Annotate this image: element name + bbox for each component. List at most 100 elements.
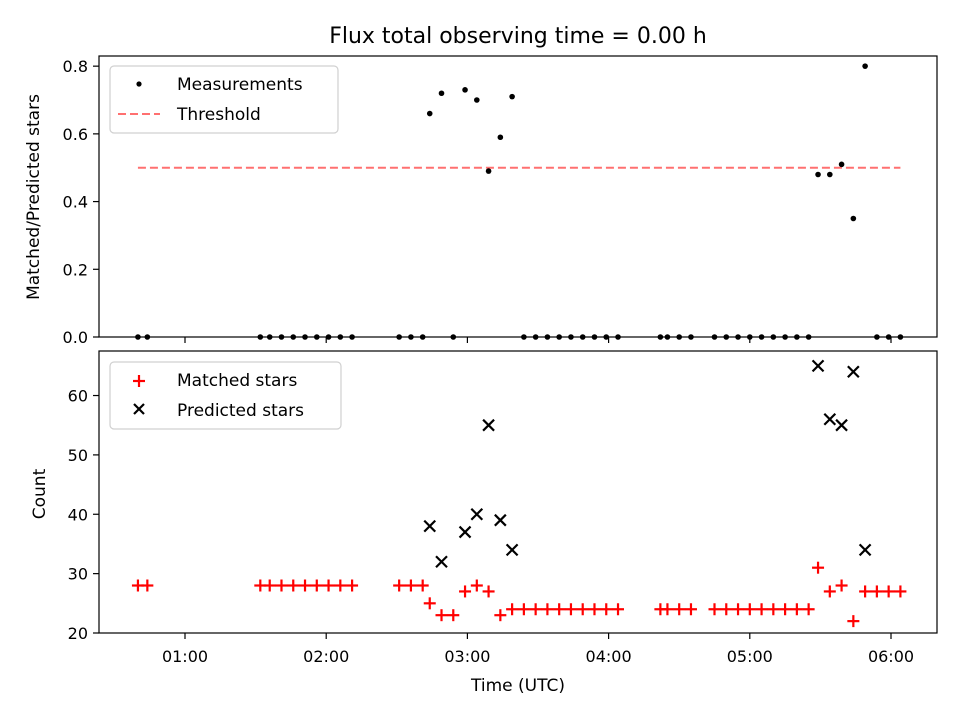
predicted-star-point [505,543,519,557]
predicted-star-point [811,359,825,373]
matched-star-point [435,609,448,622]
top-legend: Measurements Threshold [109,65,339,134]
matched-star-point [423,597,436,610]
matched-star-point [859,585,872,598]
measurement-point [462,87,468,93]
bottom-y-axis-label: Count [30,468,50,519]
matched-star-point [720,603,733,616]
predicted-star-point [482,418,495,432]
x-tick-label: 06:00 [868,647,914,666]
matched-star-point [310,579,323,592]
measurement-point [485,168,492,174]
matched-star-point [600,603,613,616]
legend-predicted-label: Predicted stars [177,401,304,421]
measurement-point [509,93,515,100]
matched-star-point [743,603,756,616]
matched-star-point [275,579,288,592]
matched-star-point [732,603,745,616]
matched-star-point [393,579,406,592]
legend-matched-marker [133,375,145,387]
measurement-point [827,171,833,178]
predicted-star-point [494,513,507,527]
x-tick-label: 02:00 [303,647,349,666]
matched-star-point [416,579,429,592]
matched-star-point [790,603,803,616]
matched-star-point [576,603,589,616]
x-tick-label: 05:00 [727,647,773,666]
matched-star-point [661,603,674,616]
predicted-star-point [847,365,860,379]
top-y-tick-label: 0.6 [63,125,88,144]
predicted-star-point [835,418,848,432]
bottom-legend: Matched stars Predicted stars [109,361,342,430]
measurement-point [850,215,857,222]
matched-star-point [447,609,460,622]
matched-star-point [802,603,815,616]
matched-star-point [141,579,154,592]
top-panel: 0.00.20.40.60.8 Matched/Predicted stars … [24,55,938,347]
x-tick-label: 03:00 [444,647,490,666]
matched-star-point [673,603,686,616]
chart-title: Flux total observing time = 0.00 h [329,24,707,49]
matched-star-point [835,579,848,592]
matched-star-point [299,579,312,592]
matched-star-point [517,603,530,616]
predicted-star-point [458,525,472,539]
legend-threshold-label: Threshold [176,105,261,125]
measurement-point [862,63,868,69]
legend-predicted-marker [133,403,145,415]
bottom-y-tick-label: 40 [68,505,88,524]
matched-star-point [564,603,577,616]
bottom-y-tick-label: 60 [68,387,88,406]
matched-star-point [755,603,768,616]
top-y-axis-label: Matched/Predicted stars [24,94,44,300]
predicted-star-point [435,555,448,569]
predicted-star-point [858,543,872,557]
legend-measurements-marker [136,81,142,87]
measurement-point [497,134,504,141]
matched-star-point [482,585,495,598]
matched-star-point [847,615,860,628]
matched-star-point [779,603,792,616]
matched-star-point [588,603,601,616]
matched-star-point [346,579,359,592]
x-tick-label: 04:00 [586,647,632,666]
measurement-point [815,171,821,178]
bottom-plot-frame [98,350,938,634]
bottom-y-tick-label: 20 [68,624,88,643]
top-plot-frame [98,55,938,338]
matched-star-point [459,585,472,598]
matched-star-point [708,603,721,616]
matched-star-point [894,585,907,598]
matched-star-point [684,603,697,616]
matched-star-point [287,579,300,592]
measurement-point [838,161,845,168]
matched-star-point [529,603,542,616]
matched-star-point [541,603,554,616]
bottom-y-tick-label: 50 [68,446,88,465]
matched-star-point [823,585,836,598]
predicted-star-point [470,507,484,521]
bottom-y-tick-label: 30 [68,565,88,584]
matched-star-point [263,579,276,592]
x-tick-label: 01:00 [162,647,208,666]
measurement-point [438,90,445,97]
x-axis-label: Time (UTC) [470,676,565,696]
matched-star-point [553,603,566,616]
top-y-tick-label: 0.8 [63,57,88,76]
top-y-tick-label: 0.4 [63,193,88,212]
bottom-panel: 20 30 40 50 60 01:00 02:00 03:00 04:00 05:00 06:0… [30,350,938,696]
matched-star-point [767,603,780,616]
top-y-tick-label: 0.0 [63,328,88,347]
predicted-star-point [423,519,437,533]
matched-star-point [612,603,625,616]
measurement-point [474,97,480,103]
matched-star-point [334,579,347,592]
matched-star-point [404,579,417,592]
top-y-tick-label: 0.2 [63,260,88,279]
matched-star-point [882,585,895,598]
measurement-point [426,110,433,117]
matched-star-point [470,579,483,592]
matched-star-point [494,609,507,622]
